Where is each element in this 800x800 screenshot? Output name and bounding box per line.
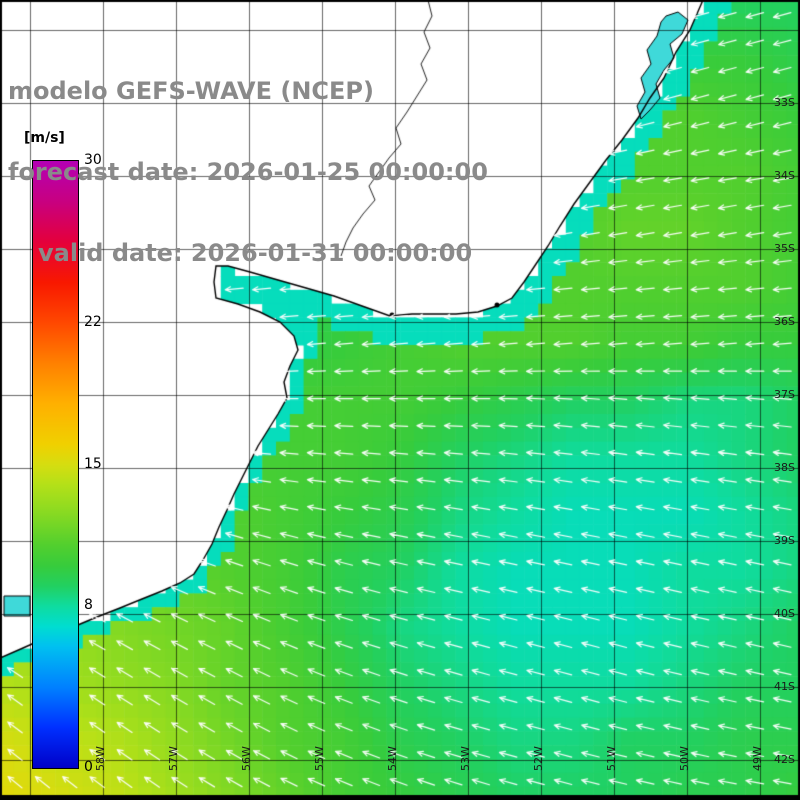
lat-axis-label: 36S	[774, 315, 795, 328]
lat-axis-label: 39S	[774, 534, 795, 547]
lon-axis-label: 55W	[313, 746, 326, 771]
lon-axis-label: 49W	[751, 746, 764, 771]
valid-date-label: valid date: 2026-01-31 00:00:00	[38, 239, 473, 267]
lat-axis-label: 38S	[774, 461, 795, 474]
lon-axis-label: 52W	[532, 746, 545, 771]
forecast-date-label: forecast date: 2026-01-25 00:00:00	[8, 158, 488, 186]
colorbar-tick: 30	[84, 152, 102, 168]
lon-axis-label: 50W	[678, 746, 691, 771]
colorbar-tick: 8	[84, 597, 93, 614]
lat-axis-label: 34S	[774, 169, 795, 182]
lat-axis-label: 41S	[774, 680, 795, 693]
colorbar	[32, 160, 79, 769]
colorbar-tick: 0	[84, 759, 93, 775]
lon-axis-label: 56W	[240, 746, 253, 771]
lat-axis-label: 33S	[774, 96, 795, 109]
lat-axis-label: 40S	[774, 607, 795, 620]
lon-axis-label: 54W	[386, 746, 399, 771]
lon-axis-label: 53W	[459, 746, 472, 771]
lon-axis-label: 58W	[94, 746, 107, 771]
colorbar-unit-label: [m/s]	[24, 130, 65, 146]
lat-axis-label: 37S	[774, 388, 795, 401]
lat-axis-label: 42S	[774, 753, 795, 766]
colorbar-tick: 15	[84, 455, 102, 472]
colorbar-tick: 22	[84, 313, 102, 330]
lon-axis-label: 57W	[167, 746, 180, 771]
chart-header: modelo GEFS-WAVE (NCEP) forecast date: 2…	[8, 24, 488, 321]
model-title: modelo GEFS-WAVE (NCEP)	[8, 77, 374, 105]
lon-axis-label: 51W	[605, 746, 618, 771]
lat-axis-label: 35S	[774, 242, 795, 255]
